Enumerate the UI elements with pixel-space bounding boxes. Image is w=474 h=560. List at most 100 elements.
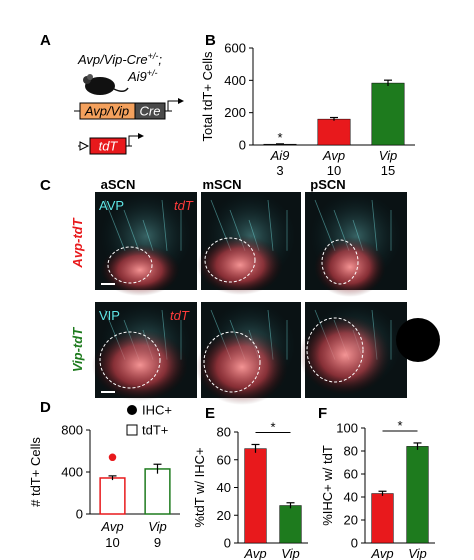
tissue-edge xyxy=(396,318,440,362)
fiber xyxy=(104,199,126,251)
bar xyxy=(144,468,171,515)
significance-label: * xyxy=(270,419,275,434)
micrographs xyxy=(92,192,440,405)
fiber xyxy=(371,199,378,251)
genotype-text: ; xyxy=(158,52,162,67)
row-label: Vip-tdT xyxy=(70,327,85,372)
y-tick-label: 0 xyxy=(76,507,83,522)
panel-letter: C xyxy=(40,177,51,194)
x-tick-label: Vip xyxy=(379,148,398,163)
panel-letter: D xyxy=(40,399,51,416)
y-tick-label: 0 xyxy=(351,536,358,551)
y-tick-label: 100 xyxy=(336,421,358,436)
y-tick-label: 200 xyxy=(224,105,246,120)
fiber xyxy=(267,199,274,251)
y-tick-label: 600 xyxy=(224,41,246,56)
n-label: 15 xyxy=(381,163,395,178)
scn-outline xyxy=(306,317,364,383)
n-label: 10 xyxy=(327,163,341,178)
x-tick-label: Avp xyxy=(370,546,393,560)
y-tick-label: 800 xyxy=(61,423,83,438)
y-tick-label: 0 xyxy=(224,536,231,551)
reporter-label: tdT xyxy=(174,198,194,213)
scn-outline xyxy=(99,331,161,389)
red-signal xyxy=(100,244,180,296)
y-tick-label: 60 xyxy=(217,452,231,467)
x-tick-label: Avp xyxy=(100,519,123,534)
fiber xyxy=(161,199,168,251)
legend-marker xyxy=(127,405,137,415)
scn-outline xyxy=(107,246,153,284)
x-tick-label: Vip xyxy=(281,546,300,560)
reporter-label: tdT xyxy=(170,308,190,323)
y-tick-label: 40 xyxy=(217,480,231,495)
n-label: 10 xyxy=(105,535,119,550)
legend-marker xyxy=(126,424,138,436)
y-tick-label: 20 xyxy=(344,513,358,528)
panel-letter: B xyxy=(205,32,216,49)
n-label: 3 xyxy=(276,163,283,178)
row-label: Avp-tdT xyxy=(70,217,85,268)
legend-label: IHC+ xyxy=(142,403,172,418)
y-tick-label: 40 xyxy=(344,490,358,505)
construct: tdT xyxy=(78,133,144,155)
x-tick-label: Avp xyxy=(243,546,266,560)
bar xyxy=(371,82,405,146)
x-tick-label: Ai9 xyxy=(270,148,290,163)
panel-letter: F xyxy=(318,405,327,422)
fiber xyxy=(123,209,140,251)
y-tick-label: 20 xyxy=(217,508,231,523)
panel-letter: A xyxy=(40,32,51,49)
bar xyxy=(244,448,267,544)
x-tick-label: Avp xyxy=(322,148,345,163)
y-tick-label: 60 xyxy=(344,467,358,482)
stain-label: AVP xyxy=(99,198,124,213)
column-header: mSCN xyxy=(202,177,241,192)
bar xyxy=(317,118,351,146)
n-label: 9 xyxy=(154,535,161,550)
annotation: * xyxy=(277,130,282,145)
construct-label: tdT xyxy=(99,139,119,154)
x-tick-label: Vip xyxy=(148,519,167,534)
red-signal xyxy=(196,329,288,405)
scn-outline xyxy=(321,239,359,285)
y-tick-label: 0 xyxy=(239,138,246,153)
genotype-sup: +/- xyxy=(148,51,159,61)
column-header: aSCN xyxy=(101,177,136,192)
construct-label: Avp/Vip xyxy=(84,104,129,119)
y-tick-label: 400 xyxy=(61,465,83,480)
construct-label: Cre xyxy=(140,104,161,119)
genotype: Ai9+/- xyxy=(127,68,158,84)
y-tick-label: 80 xyxy=(217,425,231,440)
bar xyxy=(99,477,126,515)
y-axis-label: Total tdT+ Cells xyxy=(200,51,215,141)
y-axis-label: # tdT+ Cells xyxy=(28,437,43,507)
y-tick-label: 400 xyxy=(224,73,246,88)
y-tick-label: 80 xyxy=(344,444,358,459)
bar xyxy=(279,505,302,544)
genotype-sup: +/- xyxy=(147,68,158,78)
y-axis-label: %tdT w/ IHC+ xyxy=(192,447,207,527)
column-header: pSCN xyxy=(310,177,345,192)
mouse-icon xyxy=(83,74,129,95)
panel-letter: E xyxy=(205,405,215,422)
red-signal xyxy=(299,315,391,395)
significance-label: * xyxy=(397,418,402,433)
stain-label: VIP xyxy=(99,308,120,323)
data-dot xyxy=(107,452,118,463)
red-signal xyxy=(197,235,283,295)
genotype: Avp/Vip-Cre+/-; xyxy=(77,51,162,67)
red-signal xyxy=(314,237,386,297)
genotype-text: Avp/Vip-Cre xyxy=(77,52,148,67)
bar xyxy=(371,493,394,544)
legend-label: tdT+ xyxy=(142,423,168,438)
construct: Avp/Vip Cre xyxy=(74,98,184,120)
genotype-text: Ai9 xyxy=(127,69,147,84)
x-tick-label: Vip xyxy=(408,546,427,560)
scn-outline xyxy=(204,237,256,283)
red-signal xyxy=(92,329,188,401)
scn-outline xyxy=(203,331,261,393)
y-axis-label: %IHC+ w/ tdT xyxy=(320,445,335,526)
